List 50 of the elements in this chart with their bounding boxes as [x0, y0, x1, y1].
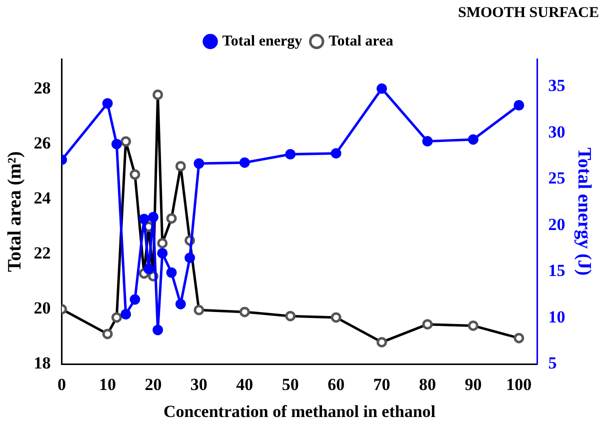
y2-tick-label: 15 [548, 261, 566, 280]
point [148, 212, 158, 222]
y2-axis-title: Total energy (J) [574, 148, 595, 276]
point [152, 324, 164, 336]
x-tick-label: 40 [236, 374, 254, 394]
x-axis-title: Concentration of methanol in ethanol [164, 402, 436, 422]
point [175, 298, 186, 310]
point [514, 100, 524, 110]
x-tick-label: 20 [144, 374, 162, 394]
y-tick-label: 26 [34, 134, 51, 153]
x-tick-label: 60 [328, 374, 345, 394]
point [143, 264, 154, 274]
y2-tick-label: 30 [548, 122, 566, 142]
x-tick-label: 30 [190, 374, 208, 394]
x-tick-label: 70 [373, 374, 390, 394]
y-axis-title: Total area (m²) [4, 151, 26, 272]
y-tick-label: 20 [34, 298, 51, 318]
y2-tick-label: 25 [548, 168, 566, 188]
y2-tick-label: 5 [548, 354, 557, 373]
chart-title: SMOOTH SURFACE [458, 4, 599, 21]
point [138, 214, 150, 224]
legend-label: Total energy [222, 33, 303, 50]
x-tick-label: 100 [506, 374, 532, 394]
point [468, 134, 478, 145]
point [194, 158, 204, 169]
point [157, 248, 168, 258]
x-tick-label: 0 [58, 374, 66, 394]
point [239, 157, 250, 168]
y-tick-label: 28 [34, 78, 51, 98]
point [111, 138, 122, 150]
y2-tick-label: 35 [548, 76, 566, 96]
x-tick-label: 80 [418, 374, 436, 394]
y2-tick-label: 10 [548, 307, 566, 326]
point [285, 149, 296, 160]
point [330, 148, 342, 159]
point [184, 252, 196, 264]
point [376, 83, 388, 94]
y-tick-label: 24 [34, 188, 52, 208]
point [102, 98, 113, 109]
y2-tick-label: 20 [548, 214, 566, 234]
y-tick-label: 18 [34, 354, 51, 373]
point [130, 294, 140, 305]
x-tick-label: 90 [464, 374, 482, 394]
y-tick-label: 22 [34, 244, 51, 263]
x-tick-label: 10 [99, 374, 116, 394]
x-tick-label: 50 [282, 374, 299, 394]
point [120, 309, 132, 320]
point [422, 136, 433, 147]
point [166, 267, 177, 278]
legend-label: Total area [328, 33, 394, 50]
